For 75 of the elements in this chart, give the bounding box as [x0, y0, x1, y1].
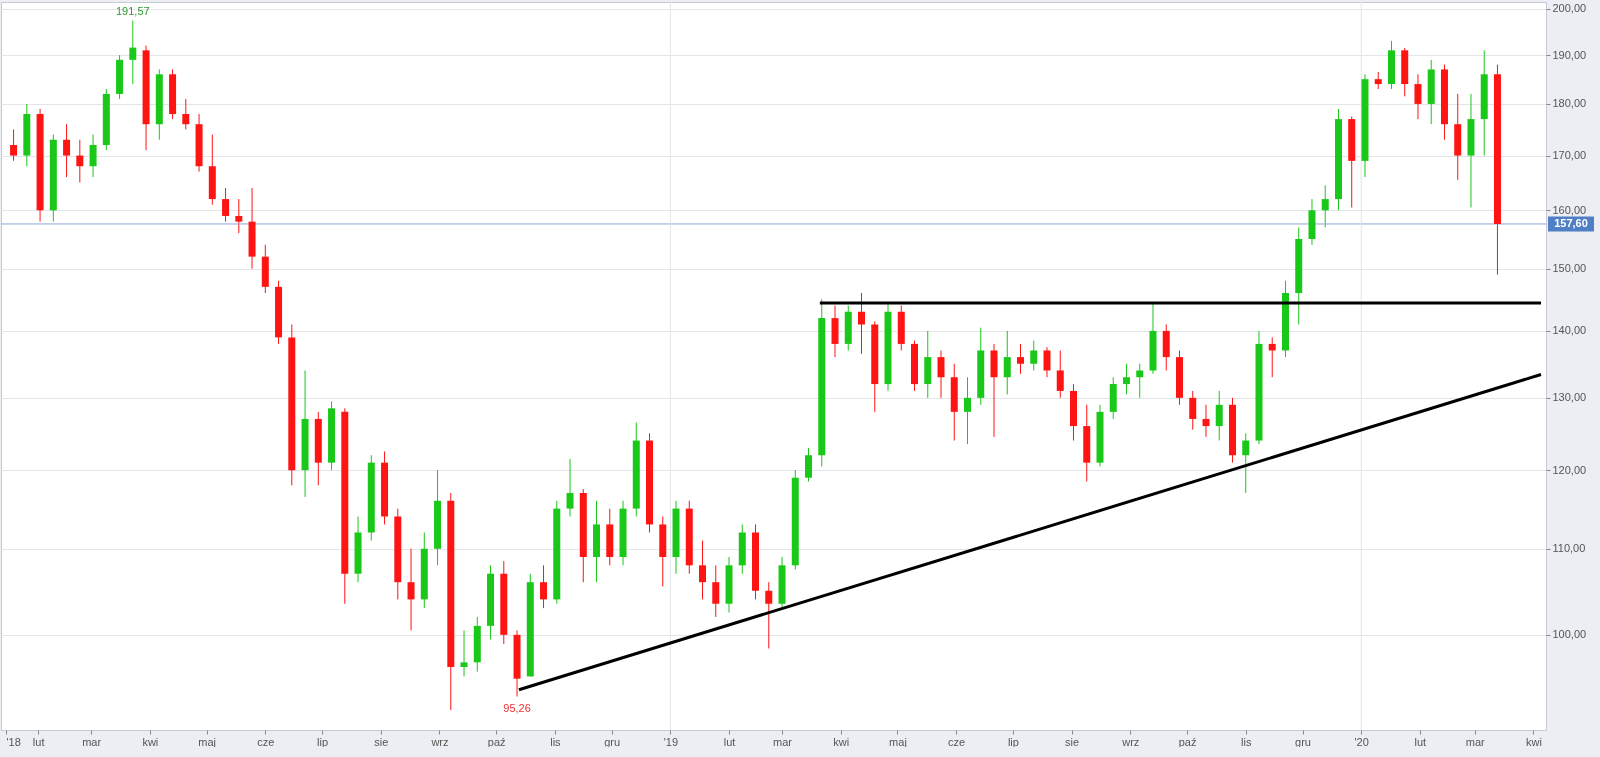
x-tick-label: wrz [1121, 735, 1140, 748]
x-tick-label: mar [82, 735, 102, 748]
y-tick-label: 100,00 [1552, 628, 1587, 641]
x-tick-label: lis [1241, 735, 1252, 748]
x-tick-label: maj [889, 735, 907, 748]
y-tick-label: 140,00 [1552, 324, 1587, 337]
candlestick [1202, 404, 1210, 438]
x-tick-label: maj [198, 735, 216, 748]
y-tick-label: 170,00 [1552, 149, 1587, 162]
candlestick [1043, 346, 1051, 378]
x-tick-label: wrz [430, 735, 449, 748]
y-tick-label: 120,00 [1552, 463, 1587, 476]
candlestick [1003, 330, 1011, 395]
x-tick-label: kwi [833, 735, 850, 748]
candlestick [858, 292, 866, 355]
candlestick [222, 187, 230, 223]
x-tick-label: cze [257, 735, 275, 748]
y-tick-label: 190,00 [1552, 48, 1587, 61]
x-tick-label: lip [317, 735, 329, 748]
candlestick [129, 20, 137, 85]
x-tick-label: '20 [1354, 735, 1369, 748]
y-tick-label: 200,00 [1552, 2, 1587, 15]
candlestick [1189, 390, 1197, 431]
x-tick-label: gru [1295, 735, 1311, 748]
x-tick-label: '19 [663, 735, 679, 748]
x-tick-label: mar [773, 735, 793, 748]
y-tick-label: 150,00 [1552, 262, 1587, 275]
y-tick-label: 110,00 [1552, 542, 1586, 555]
candlestick [1017, 343, 1024, 375]
x-tick-label: cze [948, 735, 966, 748]
x-tick-label: mar [1465, 735, 1486, 748]
candlestick [10, 128, 18, 162]
annotation: 95,26 [503, 701, 531, 714]
candlestick [1215, 390, 1223, 442]
x-tick-label: lut [1414, 735, 1427, 748]
candlestick [63, 123, 71, 178]
candlestick [1242, 432, 1250, 494]
x-tick-label: lut [32, 735, 45, 748]
candlestick [540, 564, 548, 609]
x-tick-label: lut [723, 735, 736, 748]
candlestick [76, 139, 84, 184]
candlestick [235, 198, 243, 234]
candlestick [1268, 336, 1276, 378]
candlestick [1136, 363, 1144, 399]
y-tick-label: 160,00 [1552, 203, 1587, 216]
x-tick-label: kwi [142, 735, 159, 748]
x-tick-label: gru [604, 735, 621, 748]
candlestick [1056, 349, 1064, 399]
x-tick-label: sie [1065, 735, 1080, 748]
candlestick [964, 376, 971, 445]
candlestick [1414, 73, 1422, 120]
candlestick [566, 458, 574, 517]
x-tick-label: paź [487, 735, 506, 748]
y-tick-label: 180,00 [1552, 97, 1587, 110]
x-tick-label: '18 [6, 735, 21, 748]
x-tick-label: lis [550, 735, 562, 748]
candlestick [460, 629, 468, 677]
candlestick [89, 134, 97, 178]
x-tick-label: sie [374, 735, 389, 748]
candlestick [937, 349, 945, 399]
candlestick [1122, 363, 1130, 395]
candlestick [765, 581, 773, 649]
candlestick [1321, 184, 1329, 228]
candlestick [1030, 340, 1038, 371]
candlestick [699, 540, 707, 600]
x-tick-label: lip [1007, 735, 1019, 748]
candlestick [805, 447, 813, 483]
candlestick [182, 98, 190, 130]
candlestick [407, 548, 415, 631]
annotation: 191,57 [115, 4, 150, 17]
y-tick-label: 130,00 [1552, 391, 1587, 404]
ref-line-label: 157,60 [1554, 216, 1588, 229]
x-tick-label: paź [1178, 735, 1197, 748]
x-tick-label: kwi [1525, 735, 1542, 748]
candlestick [712, 564, 720, 618]
